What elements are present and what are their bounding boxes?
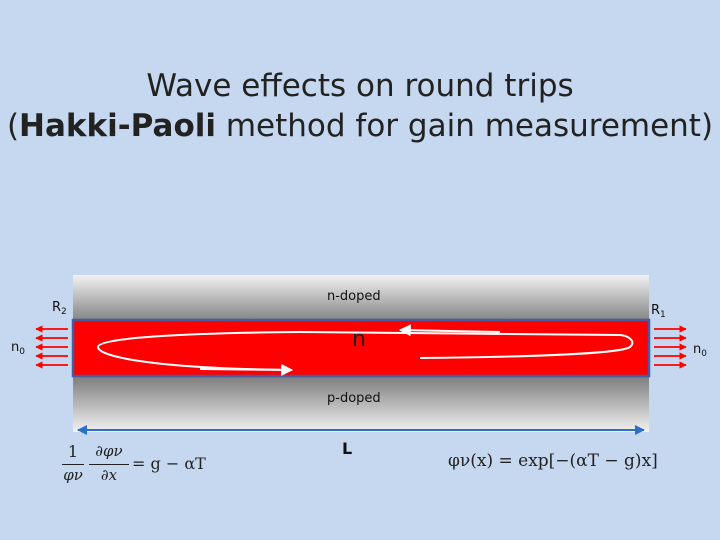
eq-phi-denom: φν <box>63 466 83 484</box>
eq-one: 1 <box>67 442 79 461</box>
p-doped-label: p-doped <box>327 391 381 406</box>
wave-arrow-right <box>199 363 294 376</box>
r1-sub: 1 <box>660 310 666 320</box>
n0-left-base: n <box>11 340 20 355</box>
r1-label: R1 <box>651 303 666 320</box>
left-facet-arrows <box>35 325 68 369</box>
title-bold-method: Hakki-Paoli <box>19 108 216 144</box>
field-exponential-equation: φν(x) = exp[−(αT − g)x] <box>448 451 658 471</box>
n0-right-base: n <box>693 342 702 357</box>
n0-left-label: n0 <box>11 340 25 357</box>
title-paren: ( <box>6 108 20 144</box>
title-line-2: (Hakki-Paoli method for gain measurement… <box>0 106 720 146</box>
right-facet-arrows <box>654 325 687 369</box>
length-label: L <box>342 439 353 458</box>
n0-right-label: n0 <box>693 342 707 359</box>
title-rest: method for gain measurement) <box>216 108 714 144</box>
active-layer <box>71 318 651 378</box>
n0-left-sub: 0 <box>19 347 25 357</box>
n-doped-layer <box>73 275 649 322</box>
r1-base: R <box>651 303 661 318</box>
gain-differential-equation: 1 φν ∂φν ∂x = g − αT <box>62 442 212 498</box>
wave-arrow-left <box>398 324 501 337</box>
round-trip-wave-path <box>96 330 634 371</box>
eq-partial-denom: ∂x <box>100 466 118 484</box>
p-doped-layer <box>73 375 649 432</box>
eq-rhs: = g − αT <box>132 454 206 473</box>
r2-sub: 2 <box>61 307 67 317</box>
title-line-1: Wave effects on round trips <box>146 68 574 104</box>
n0-right-sub: 0 <box>701 349 707 359</box>
slide-title: Wave effects on round trips (Hakki-Paoli… <box>0 66 720 146</box>
r2-base: R <box>52 300 62 315</box>
core-index-label: n <box>352 327 366 352</box>
eq-partial-numer: ∂φν <box>95 442 123 460</box>
r2-label: R2 <box>52 300 67 317</box>
n-doped-label: n-doped <box>327 289 381 304</box>
